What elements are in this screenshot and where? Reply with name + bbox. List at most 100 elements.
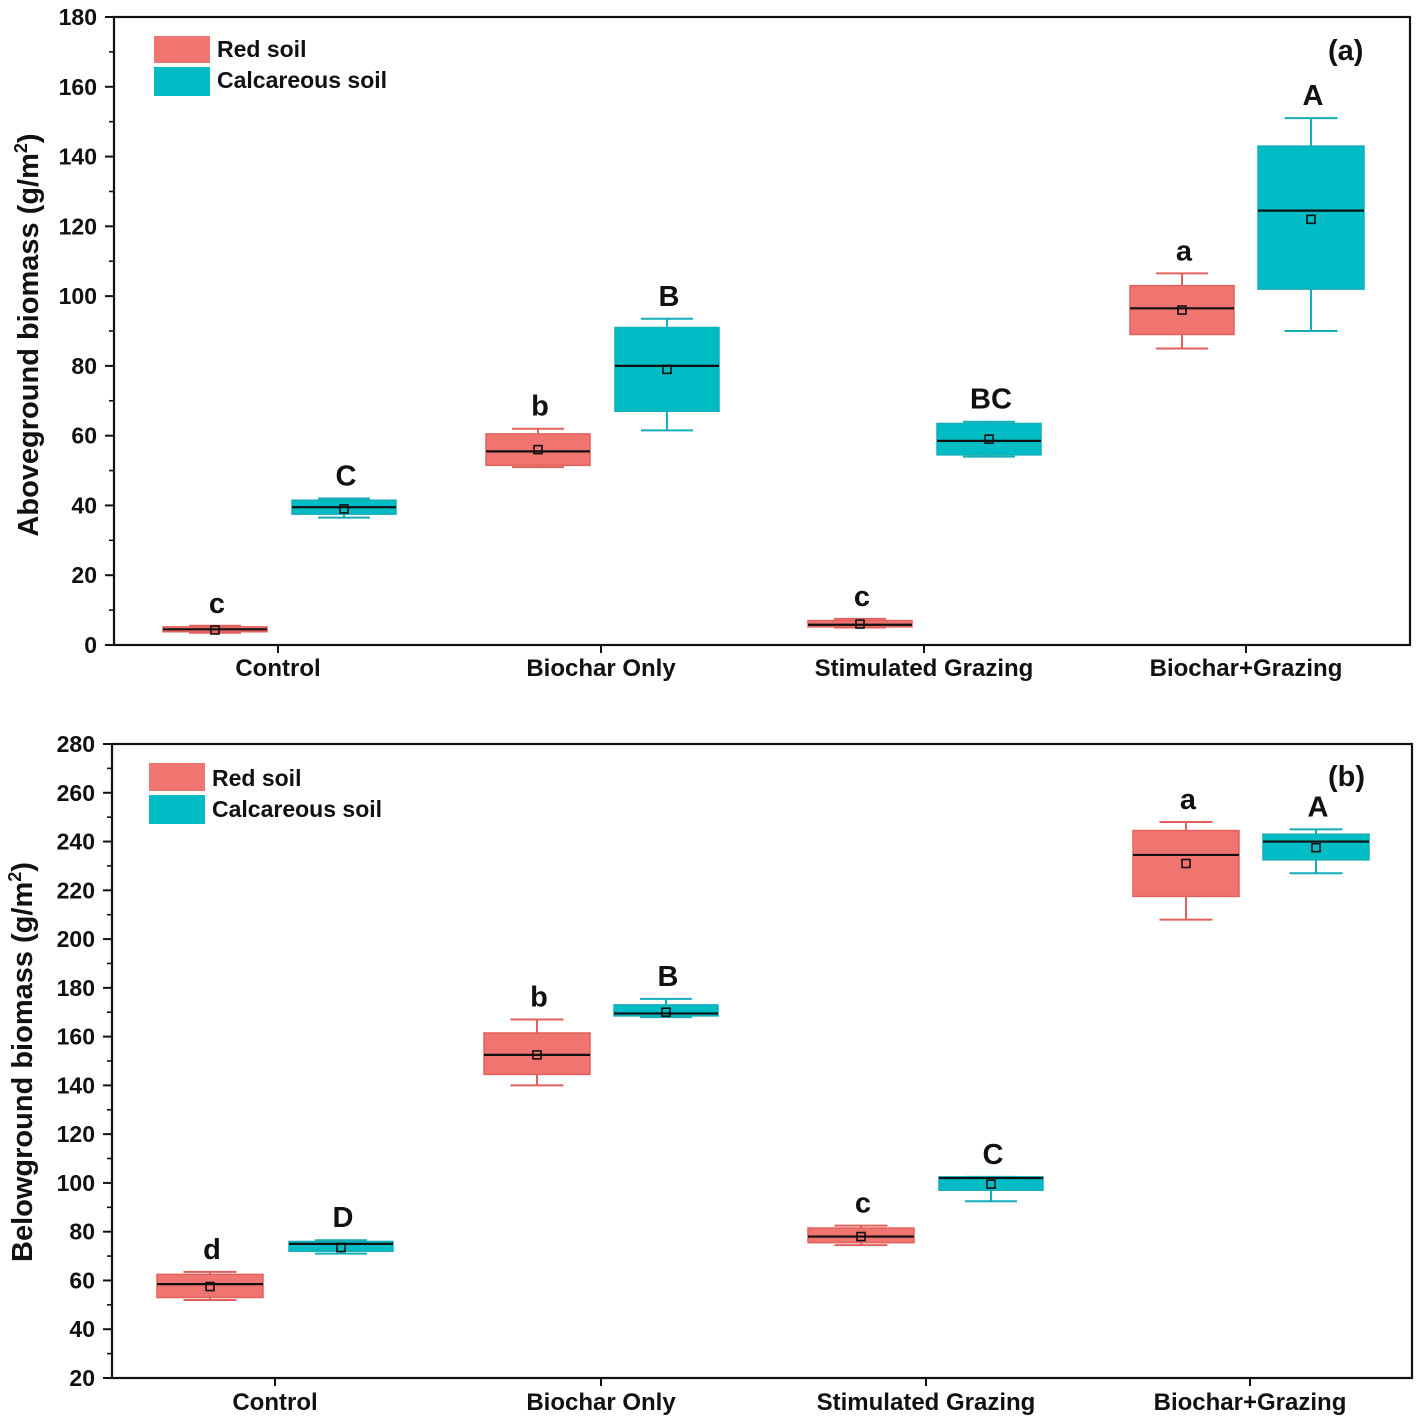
y-tick-label: 120 [59,213,97,239]
y-tick-label: 80 [71,353,97,379]
box-iqr [1129,284,1235,336]
mean-marker [856,1231,866,1242]
x-category-label: Stimulated Grazing [815,655,1034,682]
red-soil-box: b [483,982,591,1087]
calcareous-soil-box: C [938,1139,1044,1203]
y-axis-b: 20 40 60 80 100 120 140 160 180 200 220 240 260 280 [57,731,112,1391]
red-soil-box: a [1129,235,1235,350]
mean-marker [339,504,349,514]
legend-b: Red soil Calcareous soil [149,763,382,824]
y-tick-label: 220 [57,877,95,903]
significance-letter: b [531,391,549,423]
x-axis-b: Control Biochar Only Stimulated Grazing Bio… [232,1378,1346,1416]
panel-label-a: (a) [1328,35,1363,67]
box-iqr [483,1032,591,1076]
x-category-label: Biochar+Grazing [1150,655,1343,682]
significance-letter: C [336,460,357,492]
y-tick-label: 20 [71,562,97,588]
red-soil-box: c [807,581,913,629]
mean-marker [210,625,220,635]
box-iqr [156,1273,264,1299]
y-tick-label: 40 [69,1316,95,1342]
box-iqr [807,1227,915,1244]
y-tick-label: 0 [84,632,97,658]
legend-swatch-red-soil [154,36,210,63]
mean-marker [336,1242,346,1253]
red-soil-box: b [485,391,591,469]
calcareous-soil-box: B [613,961,719,1019]
legend-swatch-calcareous-soil [154,67,210,96]
y-tick-label: 180 [59,4,97,30]
red-soil-box: a [1132,784,1240,921]
box-iqr [1262,833,1370,861]
red-soil-box: c [807,1188,915,1247]
legend-label-red-soil: Red soil [212,765,301,791]
significance-letter: b [530,982,548,1014]
mean-marker [1181,858,1191,869]
y-axis-title-a: Aboveground biomass (g/m2) [11,133,45,536]
y-tick-label: 40 [71,492,97,518]
x-category-label: Biochar+Grazing [1154,1389,1347,1416]
y-tick-label: 280 [57,731,95,757]
legend-swatch-calcareous-soil [149,795,205,824]
legend-swatch-red-soil [149,763,205,791]
mean-marker [533,444,543,455]
y-tick-label: 20 [69,1365,95,1391]
significance-letter: BC [970,384,1012,416]
y-tick-label: 240 [57,829,95,855]
y-tick-label: 180 [57,975,95,1001]
y-tick-label: 260 [57,780,95,806]
mean-marker [532,1050,542,1060]
significance-letter: c [855,1188,871,1220]
x-category-label: Control [235,655,320,682]
panel-b: 20 40 60 80 100 120 140 160 180 200 220 240 260 280 d… [5,731,1414,1416]
significance-letter: c [209,588,225,620]
significance-letter: D [333,1202,354,1234]
significance-letter: C [983,1139,1004,1171]
y-tick-label: 100 [59,283,97,309]
calcareous-soil-box: D [288,1202,394,1255]
x-category-label: Biochar Only [526,655,676,682]
mean-marker [205,1281,215,1292]
box-iqr [485,433,591,467]
y-tick-label: 120 [57,1121,95,1147]
x-category-label: Biochar Only [526,1389,676,1416]
y-tick-label: 100 [57,1170,95,1196]
calcareous-soil-box: A [1257,80,1365,332]
mean-marker [986,1179,996,1189]
y-tick-label: 160 [59,74,97,100]
y-tick-label: 160 [57,1024,95,1050]
box-iqr [614,326,720,412]
x-category-label: Control [232,1389,317,1416]
significance-letter: a [1180,784,1197,816]
significance-letter: A [1303,80,1324,112]
boxes-a: c b c a C B BC A [162,80,1365,635]
red-soil-box: c [162,588,268,635]
mean-marker [855,619,865,629]
calcareous-soil-box: B [614,281,720,432]
y-tick-label: 60 [69,1267,95,1293]
mean-marker [662,364,672,375]
y-tick-label: 140 [59,144,97,170]
y-axis-title-b: Belowground biomass (g/m2) [5,862,39,1262]
x-category-label: Stimulated Grazing [817,1389,1036,1416]
x-axis-a: Control Biochar Only Stimulated Grazing Bio… [235,645,1342,682]
legend-label-calcareous-soil: Calcareous soil [212,796,382,822]
significance-letter: a [1176,235,1193,267]
mean-marker [1177,305,1187,315]
significance-letter: A [1308,791,1329,823]
y-tick-label: 200 [57,926,95,952]
y-tick-label: 80 [69,1219,95,1245]
mean-marker [661,1007,671,1018]
calcareous-soil-box: A [1262,791,1370,875]
box-iqr [936,422,1042,456]
box-iqr [1257,145,1365,290]
mean-marker [1311,842,1321,853]
box-iqr [938,1176,1044,1191]
calcareous-soil-box: BC [936,384,1042,458]
legend-label-calcareous-soil: Calcareous soil [217,67,387,93]
calcareous-soil-box: C [291,460,397,519]
significance-letter: B [658,961,679,993]
y-axis-a: 0 20 40 60 80 100 120 140 160 180 [59,4,114,658]
